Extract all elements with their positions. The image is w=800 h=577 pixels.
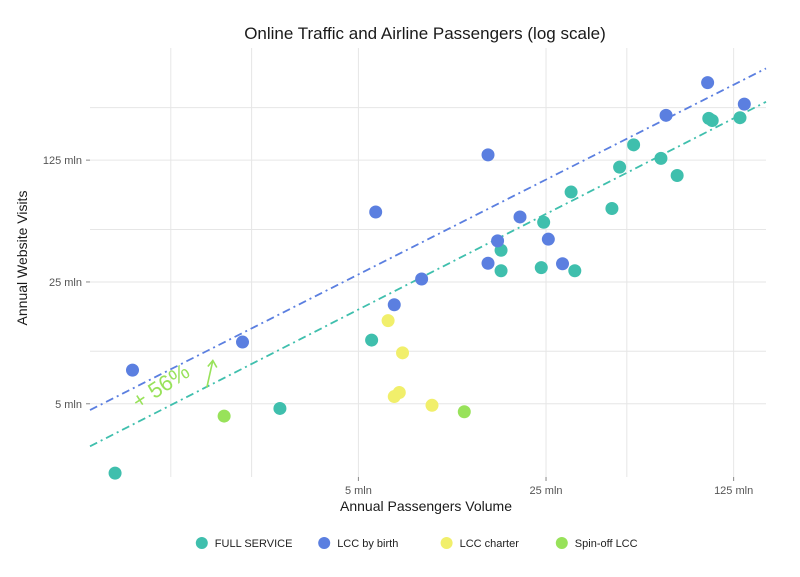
point-lcc-by-birth [541, 232, 555, 246]
grid [90, 48, 766, 477]
point-full-service [705, 114, 719, 128]
point-full-service [627, 138, 641, 152]
point-full-service [670, 169, 684, 183]
point-lcc-by-birth [481, 148, 495, 162]
point-full-service [654, 151, 668, 165]
point-full-service [564, 185, 578, 199]
point-lcc-charter [387, 390, 401, 404]
legend-label-spin-off-lcc: Spin-off LCC [575, 538, 638, 550]
point-full-service [494, 264, 508, 278]
point-full-service [365, 333, 379, 347]
point-lcc-by-birth [491, 234, 505, 248]
x-tick-label: 125 mln [714, 485, 753, 497]
point-full-service [733, 111, 747, 125]
x-tick-label: 5 mln [345, 485, 372, 497]
y-tick-label: 125 mln [43, 155, 82, 167]
y-tick-label: 25 mln [49, 277, 82, 289]
point-lcc-by-birth [481, 256, 495, 270]
point-full-service [568, 264, 582, 278]
point-full-service [613, 160, 627, 174]
y-axis-title: Annual Website Visits [14, 191, 30, 326]
legend-key-full-service [195, 537, 208, 549]
point-lcc-by-birth [556, 257, 570, 271]
point-spin-off-lcc [217, 409, 231, 423]
annotation-group: + 56% [128, 359, 218, 414]
data-points [108, 76, 751, 480]
point-lcc-charter [396, 346, 410, 360]
point-full-service [273, 401, 287, 415]
axes: 5 mln 25 mln 125 mln 5 mln 25 mln 125 mln [43, 155, 753, 497]
legend-key-lcc-by-birth [318, 537, 331, 549]
point-lcc-charter [425, 398, 439, 412]
legend-label-lcc-charter: LCC charter [460, 538, 520, 550]
legend-key-lcc-charter [440, 537, 453, 549]
point-lcc-by-birth [701, 76, 715, 90]
trend-lines [89, 67, 767, 448]
legend-label-lcc-by-birth: LCC by birth [337, 538, 398, 550]
legend: FULL SERVICE LCC by birth LCC charter Spin-… [195, 537, 638, 550]
point-lcc-by-birth [369, 205, 383, 219]
point-lcc-by-birth [513, 210, 527, 224]
point-lcc-by-birth [236, 335, 250, 349]
y-tick-label: 5 mln [55, 399, 82, 411]
point-full-service [537, 215, 551, 229]
point-lcc-by-birth [126, 363, 140, 377]
point-full-service [605, 201, 619, 215]
x-tick-label: 25 mln [530, 485, 563, 497]
point-spin-off-lcc [457, 405, 471, 419]
point-lcc-by-birth [737, 97, 751, 111]
x-axis-title: Annual Passengers Volume [340, 498, 512, 514]
legend-key-spin-off-lcc [555, 537, 568, 549]
legend-label-full-service: FULL SERVICE [215, 538, 293, 550]
chart-title: Online Traffic and Airline Passengers (l… [244, 24, 606, 43]
point-lcc-by-birth [387, 298, 401, 312]
point-lcc-by-birth [659, 108, 673, 122]
trend-line [89, 101, 767, 448]
growth-arrow-head [207, 359, 218, 368]
growth-arrow [206, 360, 214, 388]
point-lcc-charter [381, 314, 395, 328]
trend-line [89, 67, 767, 411]
point-full-service [534, 261, 548, 275]
point-lcc-by-birth [415, 272, 429, 286]
point-full-service [108, 466, 122, 480]
